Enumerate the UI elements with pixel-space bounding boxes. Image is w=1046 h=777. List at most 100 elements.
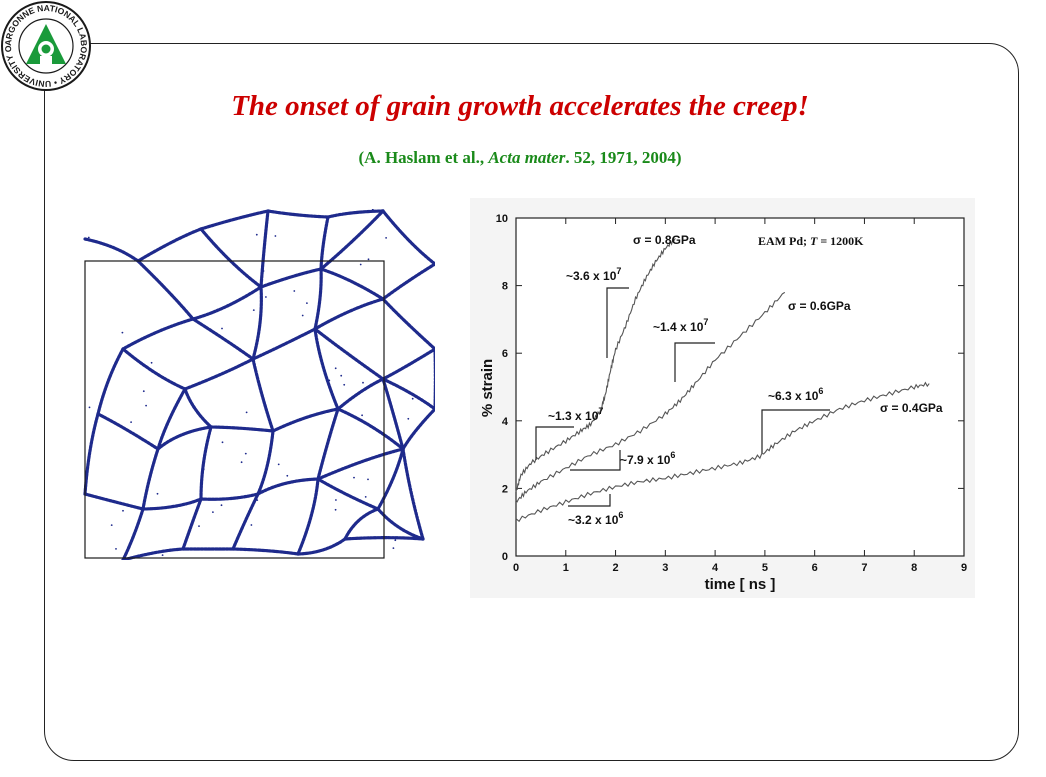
- grain-boundary: [156, 387, 187, 451]
- x-tick-label: 7: [861, 562, 867, 574]
- atom-defect: [330, 390, 333, 393]
- grain-boundary: [271, 407, 340, 433]
- grain-boundary: [336, 407, 405, 451]
- grain-boundary: [199, 425, 213, 501]
- y-tick-label: 0: [502, 551, 508, 563]
- grain-boundary: [381, 377, 405, 451]
- grain-boundary: [319, 215, 330, 271]
- atom-defect: [328, 379, 331, 382]
- grain-boundary: [319, 267, 385, 301]
- grain-boundary: [343, 536, 425, 541]
- series-label: σ = 0.4GPa: [880, 401, 943, 415]
- grain-boundary: [313, 327, 385, 381]
- grain-boundary: [141, 497, 203, 511]
- atom-defect: [343, 383, 346, 386]
- slope-mantissa: ~6.3 x 10: [768, 389, 819, 403]
- slope-annotation: ~1.4 x 107: [653, 317, 708, 334]
- grain-structure-image: [83, 209, 435, 560]
- series-line: [515, 381, 930, 523]
- grain-boundary: [381, 262, 435, 301]
- grain-boundary: [83, 492, 145, 511]
- citation: (A. Haslam et al., Acta mater. 52, 1971,…: [0, 148, 1040, 168]
- atom-defect: [240, 461, 243, 464]
- atom-defect: [88, 406, 91, 409]
- atom-defect: [161, 554, 164, 556]
- grain-boundary: [256, 429, 275, 496]
- atom-defect: [306, 302, 308, 304]
- grain-boundary: [326, 209, 385, 219]
- grain-boundary: [96, 347, 125, 416]
- slope-exponent: 7: [703, 317, 708, 327]
- citation-journal: Acta mater: [488, 148, 566, 167]
- slope-bracket: [535, 426, 574, 460]
- grain-boundary: [209, 425, 275, 433]
- simulation-label-var: T: [810, 234, 818, 248]
- citation-authors: (A. Haslam et al.,: [358, 148, 489, 167]
- atom-defect: [286, 474, 289, 477]
- grain-boundary: [183, 357, 255, 391]
- atom-defect: [87, 236, 90, 239]
- grain-boundary: [199, 227, 263, 289]
- x-tick-label: 8: [911, 562, 917, 574]
- y-tick-label: 4: [502, 416, 509, 428]
- x-tick-label: 5: [762, 562, 768, 574]
- grain-boundary: [376, 507, 425, 541]
- atom-defect: [220, 504, 223, 507]
- atom-defect: [221, 441, 224, 444]
- grain-boundary: [296, 477, 320, 556]
- grain-boundary: [121, 507, 145, 560]
- slope-mantissa: ~1.3 x 10: [548, 409, 599, 423]
- grain-boundary: [136, 259, 195, 321]
- y-tick-label: 10: [496, 213, 508, 225]
- grain-boundary: [381, 297, 435, 351]
- y-axis-label: % strain: [479, 359, 496, 417]
- grain-boundary: [381, 377, 435, 411]
- y-tick-label: 6: [502, 348, 508, 360]
- atom-defect: [361, 414, 363, 417]
- atom-defect: [245, 411, 248, 414]
- slide-frame: [44, 43, 1019, 761]
- simulation-cell-box: [84, 260, 385, 559]
- x-tick-label: 3: [662, 562, 668, 574]
- atom-defect: [250, 524, 253, 526]
- atom-defect: [262, 270, 265, 272]
- grain-boundary: [231, 547, 300, 556]
- atom-defect: [334, 367, 337, 370]
- grain-boundary: [313, 297, 385, 331]
- slope-annotation: ~3.6 x 107: [566, 266, 621, 283]
- slope-annotation: ~3.2 x 106: [568, 510, 623, 527]
- slope-bracket: [570, 450, 621, 471]
- grain-boundary: [401, 407, 435, 451]
- atom-defect: [255, 233, 258, 236]
- atom-defect: [303, 271, 306, 274]
- grain-boundary: [181, 497, 203, 551]
- y-tick-label: 2: [502, 483, 508, 495]
- atom-defect: [110, 524, 113, 526]
- simulation-label-prefix: EAM Pd;: [758, 234, 810, 248]
- grain-boundary: [259, 267, 323, 289]
- atom-defect: [367, 478, 369, 481]
- grain-boundary: [141, 447, 160, 511]
- slope-exponent: 7: [598, 406, 603, 416]
- simulation-label-suffix: = 1200K: [817, 234, 864, 248]
- grain-boundary: [251, 285, 263, 361]
- grain-boundary: [136, 227, 203, 263]
- grain-boundary: [313, 267, 323, 331]
- grain-boundary: [191, 285, 263, 321]
- grain-boundary: [251, 327, 317, 361]
- atom-defect: [277, 463, 280, 466]
- atom-defect: [142, 390, 145, 393]
- atom-defect: [334, 508, 337, 511]
- atom-defect: [122, 509, 124, 512]
- slope-mantissa: ~3.6 x 10: [566, 269, 617, 283]
- atom-defect: [359, 263, 362, 266]
- atom-defect: [293, 290, 296, 292]
- atom-defect: [394, 539, 397, 542]
- atom-defect: [230, 302, 233, 305]
- atom-defect: [407, 417, 410, 420]
- x-tick-label: 1: [563, 562, 569, 574]
- atom-defect: [225, 427, 228, 429]
- atom-defect: [252, 309, 255, 311]
- atom-defect: [392, 547, 395, 549]
- atom-defect: [385, 237, 387, 239]
